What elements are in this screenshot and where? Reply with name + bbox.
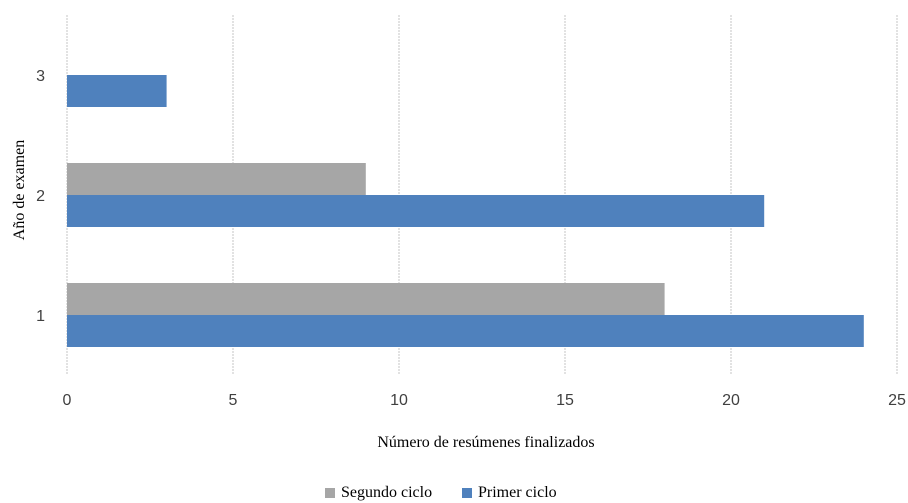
x-axis-title: Número de resúmenes finalizados [377,434,594,451]
bar-primer-ciclo-1 [67,315,864,347]
legend-swatch [325,488,335,498]
y-tick-label: 1 [36,308,45,325]
bars [67,75,864,347]
x-tick-label: 20 [722,392,740,409]
x-tick-label: 5 [229,392,238,409]
x-tick-labels: 0 5 10 15 20 25 [63,392,906,409]
bar-segundo-ciclo-1 [67,283,665,315]
y-tick-labels: 1 2 3 [36,68,45,325]
y-axis-title: Año de examen [11,140,28,240]
bar-segundo-ciclo-2 [67,163,366,195]
y-tick-label: 2 [36,188,45,205]
bar-primer-ciclo-3 [67,75,167,107]
legend-swatch [462,488,472,498]
x-tick-label: 25 [888,392,906,409]
bar-primer-ciclo-2 [67,195,765,227]
legend-label: Segundo ciclo [341,484,432,501]
legend-label: Primer ciclo [478,484,557,501]
x-tick-label: 15 [556,392,574,409]
x-tick-label: 0 [63,392,72,409]
legend: Segundo ciclo Primer ciclo [325,484,557,501]
y-tick-label: 3 [36,68,45,85]
x-tick-label: 10 [390,392,408,409]
